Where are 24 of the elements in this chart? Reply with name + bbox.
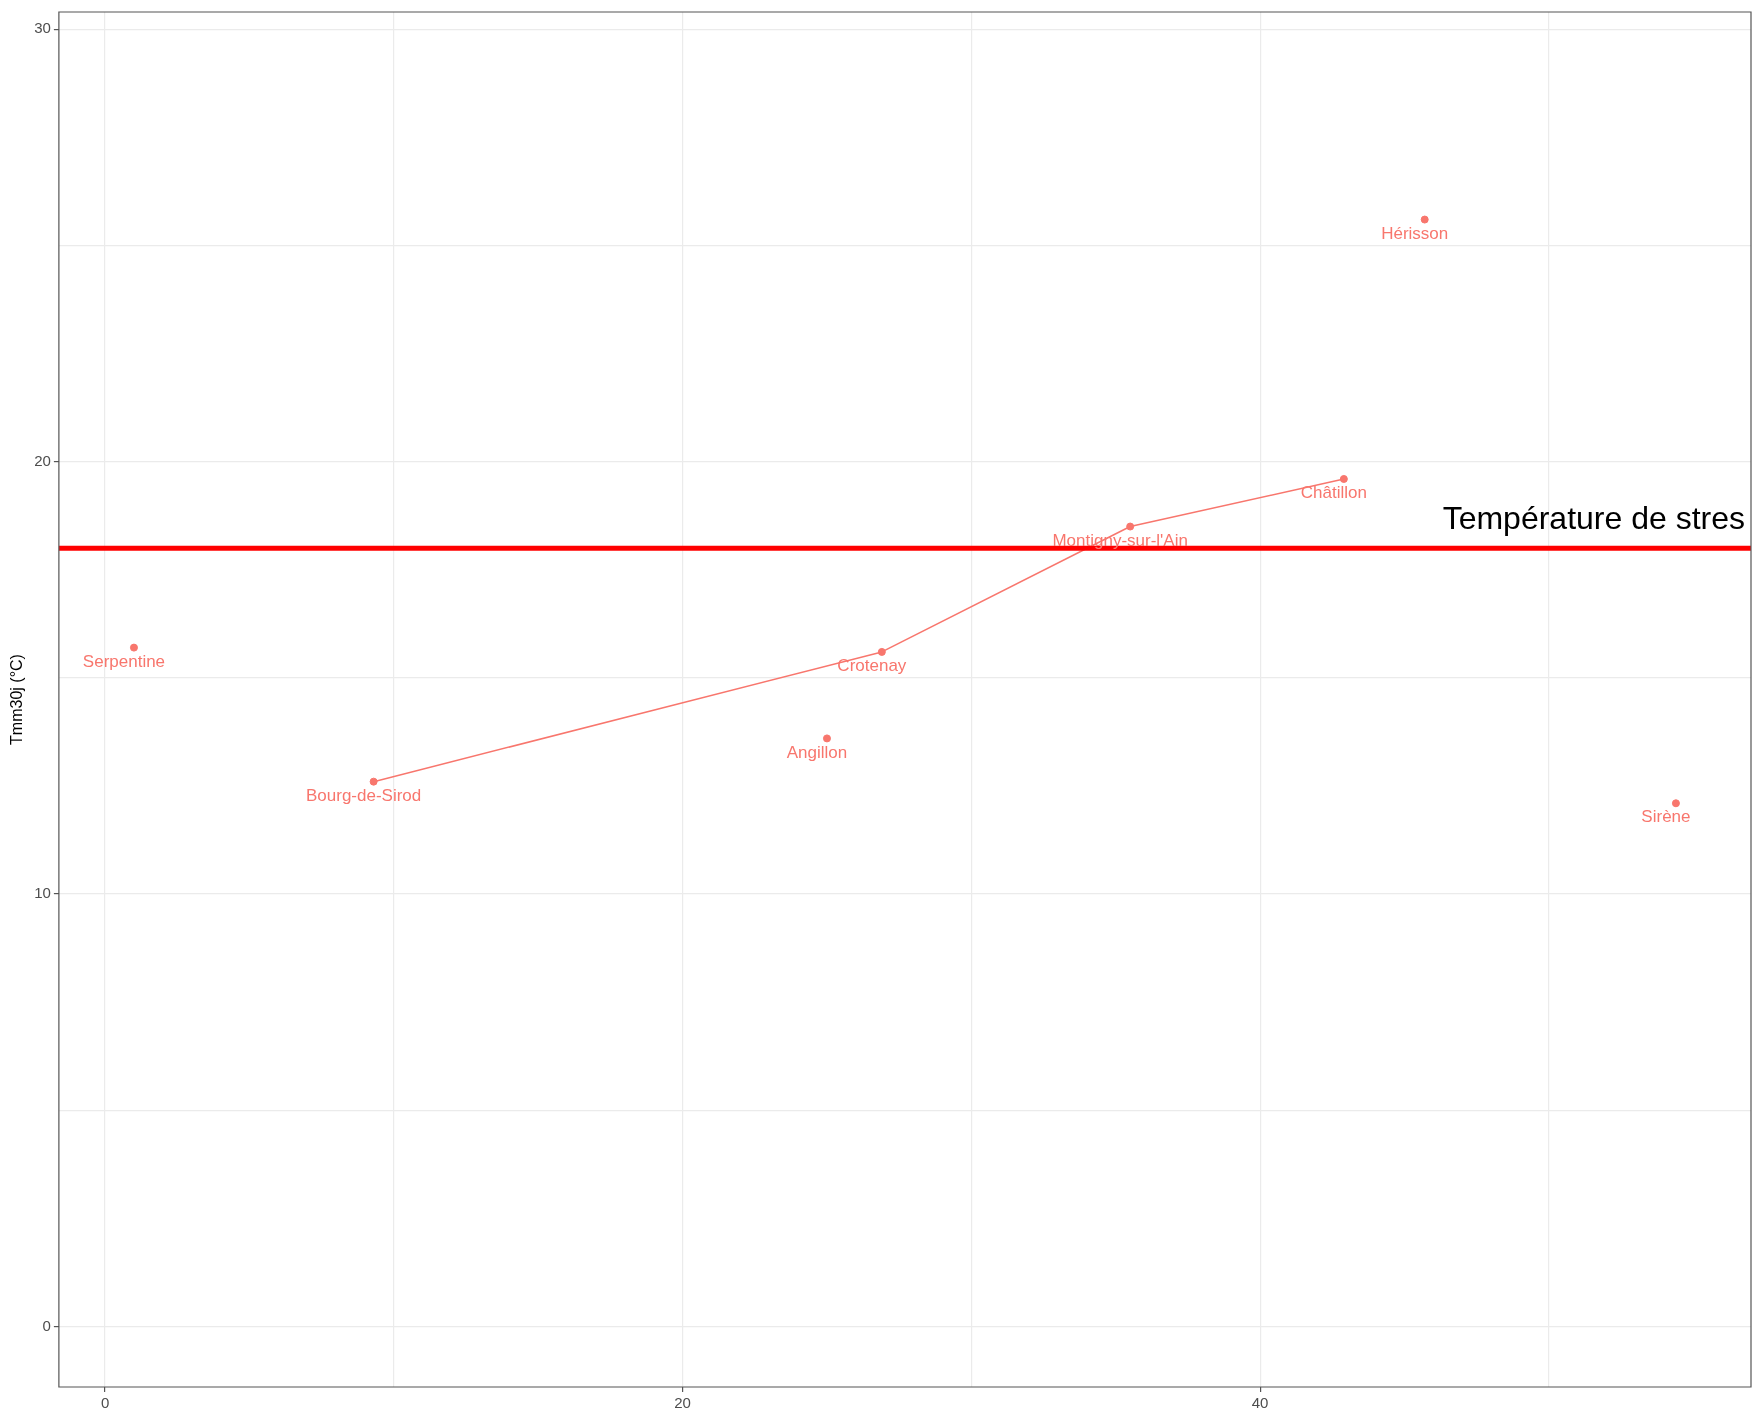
annotation: Angillon <box>786 742 848 762</box>
annotation: Hérisson <box>1381 223 1449 243</box>
point <box>1671 799 1680 808</box>
point <box>129 643 138 652</box>
ref-line-label: Température de stres <box>1442 499 1745 536</box>
y-tick-label: 30 <box>34 19 51 37</box>
point <box>822 734 831 743</box>
point <box>877 647 886 656</box>
point <box>1420 215 1429 224</box>
x-tick-label: 40 <box>1251 1394 1269 1412</box>
point <box>1126 522 1135 531</box>
x-tick-label: 0 <box>100 1394 110 1412</box>
y-tick-label: 10 <box>34 884 51 902</box>
point <box>1339 474 1348 483</box>
point <box>369 777 378 786</box>
x-tick-label: 20 <box>674 1394 691 1412</box>
annotation: Bourg-de-Sirod <box>305 785 422 805</box>
annotation: Crotenay <box>837 656 907 676</box>
annotation: Châtillon <box>1300 483 1367 503</box>
y-tick-label: 0 <box>42 1316 51 1334</box>
annotation: Serpentine <box>82 651 166 671</box>
y-axis-title: Tmm30j (°C) <box>8 654 26 745</box>
annotation: Sirène <box>1641 807 1691 827</box>
y-tick-label: 20 <box>34 451 51 469</box>
